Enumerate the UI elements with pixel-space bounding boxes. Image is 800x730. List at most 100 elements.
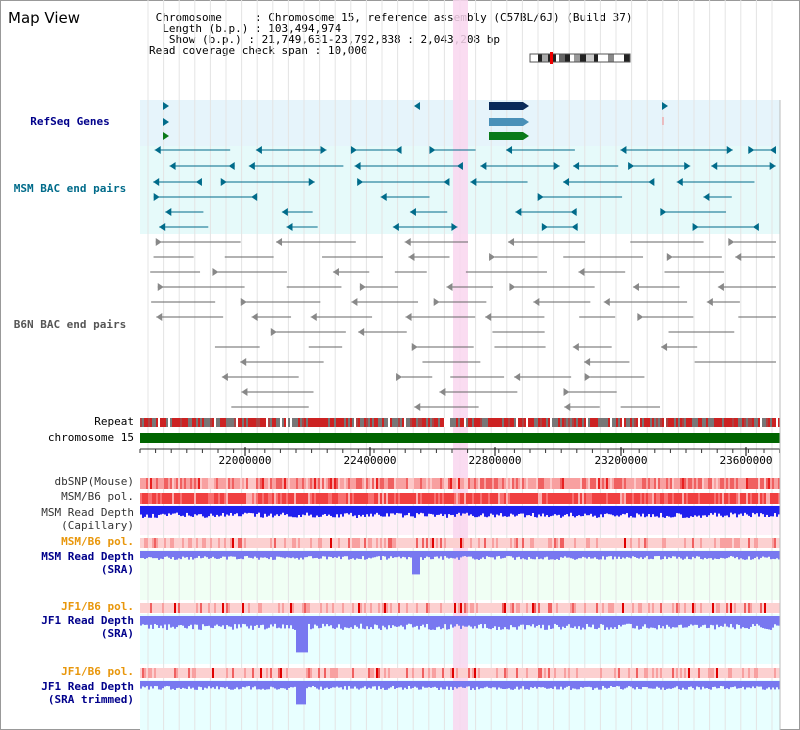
repeat-segment — [168, 418, 170, 427]
track-label-msm-depth-sra[interactable]: MSM Read Depth — [41, 550, 134, 563]
repeat-segment — [360, 418, 362, 427]
jf1-depth-trim-bar — [552, 681, 554, 689]
msm-depth-sra-bar — [626, 551, 628, 557]
msm-depth-cap-bar — [576, 506, 578, 516]
jf1-pol2-heat-cell — [168, 668, 170, 678]
repeat-segment — [664, 418, 666, 427]
track-label-refseq[interactable]: RefSeq Genes — [30, 115, 110, 128]
jf1-pol2-heat-cell — [556, 668, 558, 678]
jf1-depth-trim-bar — [570, 681, 572, 690]
msm-depth-sra-bar — [174, 551, 176, 560]
track-label-chromosome[interactable]: chromosome 15 — [47, 431, 134, 444]
jf1-depth-trim-bar — [658, 681, 660, 688]
track-label-repeat[interactable]: Repeat — [94, 415, 134, 428]
jf1-pol2-heat-cell — [252, 668, 254, 678]
jf1-depth-sra-bar — [778, 616, 780, 626]
msm-pol2-heat-cell — [730, 538, 732, 548]
msm-bac-end — [308, 178, 315, 186]
msm-depth-sra-bar — [478, 551, 480, 560]
jf1-depth-sra-bar — [410, 616, 412, 625]
dbsnp-heat-cell — [744, 478, 746, 489]
msm-pol-heat-cell — [724, 493, 726, 504]
jf1-depth-trim-bar — [358, 681, 360, 690]
msm-depth-sra-bar — [406, 551, 408, 560]
jf1-depth-trim-bar — [584, 681, 586, 687]
dbsnp-heat-cell — [566, 478, 568, 489]
msm-depth-sra-bar — [466, 551, 468, 557]
msm-bac-end — [228, 162, 235, 170]
dbsnp-heat-cell — [364, 478, 366, 489]
jf1-pol2-heat-cell — [602, 668, 604, 678]
jf1-depth-sra-bar — [406, 616, 408, 625]
gene-arrow — [523, 118, 529, 126]
msm-depth-cap-bar — [762, 506, 764, 515]
jf1-depth-trim-bar — [524, 681, 526, 690]
track-label-b6n-bac[interactable]: B6N BAC end pairs — [13, 318, 127, 331]
msm-pol2-heat-cell — [210, 538, 212, 548]
msm-pol-heat-cell — [240, 493, 242, 504]
jf1-pol2-heat-cell — [566, 668, 568, 678]
msm-pol2-heat-cell — [286, 538, 288, 548]
jf1-depth-sra-bar — [204, 616, 206, 627]
msm-depth-cap-bar — [688, 506, 690, 518]
jf1-depth-sra-bar — [252, 616, 254, 630]
jf1-depth-sra-bar — [262, 616, 264, 625]
dbsnp-heat-cell — [390, 478, 392, 489]
msm-pol-heat-cell — [500, 493, 502, 504]
msm-pol-heat-cell — [326, 493, 328, 504]
track-label-jf1-depth-trim[interactable]: JF1 Read Depth — [41, 680, 134, 693]
dbsnp-heat-cell — [438, 478, 440, 489]
track-label-jf1-pol[interactable]: JF1/B6 pol. — [61, 600, 134, 613]
b6n-bac-end — [310, 313, 317, 321]
msm-depth-cap-bar — [422, 506, 424, 514]
repeat-segment — [442, 418, 444, 427]
msm-pol-heat-cell — [668, 493, 670, 504]
msm-pol2-heat-cell — [596, 538, 598, 548]
jf1-pol2-heat-cell — [538, 668, 540, 678]
jf1-depth-sra-bar — [502, 616, 504, 630]
msm-depth-sra-bar — [306, 551, 308, 558]
msm-depth-sra-bar — [362, 551, 364, 557]
msm-pol-heat-cell — [558, 493, 560, 504]
jf1-pol-heat-cell — [190, 603, 192, 613]
repeat-segment — [750, 418, 752, 427]
track-label-jf1-pol-2[interactable]: JF1/B6 pol. — [61, 665, 134, 678]
track-label-msm-pol-2[interactable]: MSM/B6 pol. — [61, 535, 134, 548]
msm-bac-end — [220, 178, 227, 186]
msm-depth-sra-bar — [542, 551, 544, 560]
msm-depth-cap-bar — [540, 506, 542, 517]
track-label-msm-pol[interactable]: MSM/B6 pol. — [61, 490, 134, 503]
msm-depth-cap-bar — [764, 506, 766, 517]
repeat-segment — [548, 418, 550, 427]
jf1-depth-sra-bar — [198, 616, 200, 630]
track-label-jf1-depth-sra[interactable]: JF1 Read Depth — [41, 614, 134, 627]
msm-depth-sra-bar — [642, 551, 644, 560]
msm-pol-heat-cell — [230, 493, 232, 504]
track-label-dbsnp[interactable]: dbSNP(Mouse) — [54, 475, 134, 488]
msm-pol-heat-cell — [232, 493, 234, 504]
jf1-depth-sra-bar — [614, 616, 616, 628]
repeat-segment — [178, 418, 180, 427]
msm-depth-cap-bar — [640, 506, 642, 517]
msm-pol2-heat-cell — [734, 538, 736, 548]
jf1-pol-heat-cell — [568, 603, 570, 613]
dbsnp-heat-cell — [518, 478, 520, 489]
track-label-msm-bac[interactable]: MSM BAC end pairs — [13, 182, 127, 195]
track-label-msm-depth-cap[interactable]: MSM Read Depth — [41, 506, 134, 519]
msm-depth-sra-bar — [522, 551, 524, 559]
jf1-pol-heat-cell — [444, 603, 446, 613]
repeat-segment — [186, 418, 188, 427]
jf1-depth-sra-bar — [276, 616, 278, 629]
jf1-depth-sra-bar — [600, 616, 602, 625]
dbsnp-heat-cell — [558, 478, 560, 489]
msm-depth-cap-bar — [316, 506, 318, 516]
jf1-depth-trim-bar — [664, 681, 666, 690]
msm-pol2-heat-cell — [612, 538, 614, 548]
msm-pol-heat-cell — [280, 493, 282, 504]
msm-depth-sra-bar — [620, 551, 622, 559]
b6n-bac-end — [270, 328, 277, 336]
jf1-depth-sra-bar — [224, 616, 226, 629]
jf1-pol-heat-cell — [318, 603, 320, 613]
jf1-depth-sra-bar — [324, 616, 326, 627]
